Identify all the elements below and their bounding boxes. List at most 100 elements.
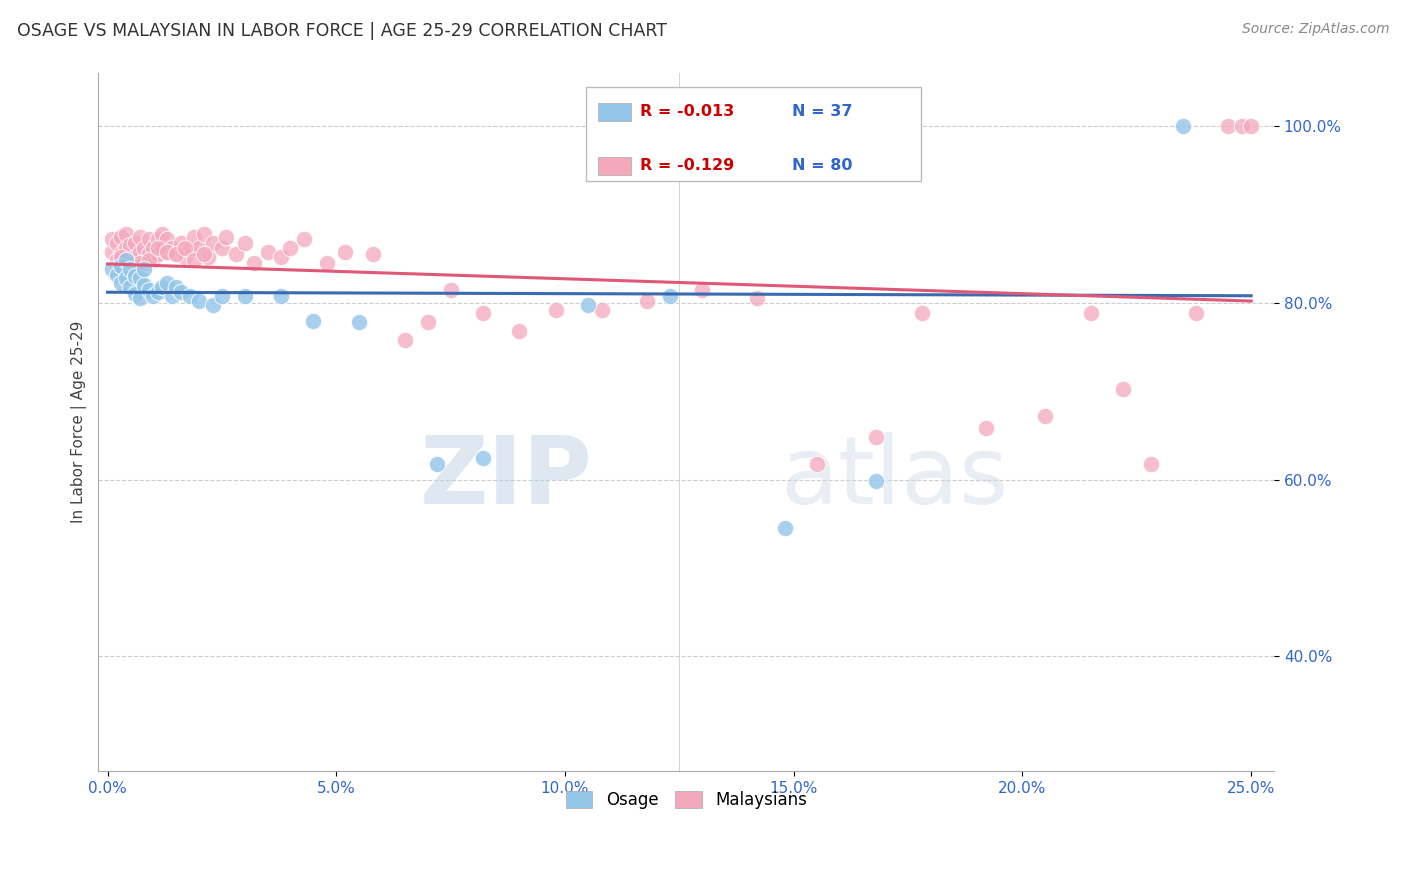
- Point: [745, 292, 768, 306]
- Point: [152, 280, 174, 294]
- Point: [156, 232, 179, 246]
- Point: [471, 450, 494, 465]
- Point: [193, 227, 215, 241]
- Point: [1080, 306, 1102, 320]
- Point: [132, 262, 155, 277]
- Point: [243, 256, 266, 270]
- Point: [174, 241, 197, 255]
- Point: [865, 475, 887, 489]
- Point: [179, 241, 201, 255]
- Point: [138, 283, 160, 297]
- Point: [170, 235, 193, 250]
- Point: [544, 302, 567, 317]
- Point: [1240, 119, 1263, 133]
- Point: [394, 333, 416, 347]
- Point: [471, 306, 494, 320]
- Point: [124, 287, 146, 301]
- Text: N = 80: N = 80: [792, 158, 852, 173]
- Legend: Osage, Malaysians: Osage, Malaysians: [560, 784, 814, 815]
- Text: Source: ZipAtlas.com: Source: ZipAtlas.com: [1241, 22, 1389, 37]
- Point: [105, 253, 128, 268]
- Point: [1112, 383, 1135, 397]
- Point: [160, 241, 183, 255]
- Point: [114, 253, 136, 268]
- Point: [1230, 119, 1253, 133]
- Point: [256, 244, 278, 259]
- Point: [132, 241, 155, 255]
- Point: [138, 232, 160, 246]
- Point: [576, 297, 599, 311]
- Point: [233, 289, 256, 303]
- Point: [120, 280, 142, 294]
- Point: [1185, 306, 1208, 320]
- Point: [636, 294, 658, 309]
- Point: [426, 457, 449, 471]
- Point: [911, 306, 934, 320]
- Point: [110, 229, 132, 244]
- Point: [110, 247, 132, 261]
- Point: [165, 247, 187, 261]
- Point: [146, 241, 169, 255]
- Point: [152, 241, 174, 255]
- Point: [152, 227, 174, 241]
- Point: [201, 297, 224, 311]
- Point: [101, 232, 124, 246]
- Point: [659, 289, 682, 303]
- Point: [316, 256, 339, 270]
- Point: [146, 285, 169, 300]
- Point: [138, 253, 160, 268]
- Point: [201, 235, 224, 250]
- Point: [156, 244, 179, 259]
- Point: [156, 244, 179, 259]
- Point: [508, 324, 530, 338]
- FancyBboxPatch shape: [598, 157, 631, 175]
- Point: [270, 289, 292, 303]
- Point: [188, 294, 211, 309]
- FancyBboxPatch shape: [586, 87, 921, 181]
- Point: [114, 227, 136, 241]
- Point: [120, 262, 142, 277]
- Point: [120, 238, 142, 252]
- Point: [120, 256, 142, 270]
- Point: [188, 241, 211, 255]
- Point: [179, 289, 201, 303]
- Point: [280, 241, 302, 255]
- Point: [160, 289, 183, 303]
- Text: N = 37: N = 37: [792, 103, 852, 119]
- Point: [865, 430, 887, 444]
- Point: [114, 241, 136, 255]
- Point: [146, 247, 169, 261]
- Point: [165, 247, 187, 261]
- Point: [690, 283, 713, 297]
- Point: [439, 283, 461, 297]
- FancyBboxPatch shape: [598, 103, 631, 121]
- Text: R = -0.013: R = -0.013: [640, 103, 734, 119]
- Point: [142, 241, 165, 255]
- Point: [1139, 457, 1161, 471]
- Point: [165, 280, 187, 294]
- Text: atlas: atlas: [780, 432, 1008, 524]
- Point: [156, 277, 179, 291]
- Point: [128, 271, 150, 285]
- Point: [110, 259, 132, 273]
- Point: [146, 232, 169, 246]
- Point: [335, 244, 357, 259]
- Point: [128, 244, 150, 259]
- Point: [101, 262, 124, 277]
- Point: [142, 253, 165, 268]
- Point: [806, 457, 828, 471]
- Point: [1218, 119, 1240, 133]
- Point: [233, 235, 256, 250]
- Point: [105, 235, 128, 250]
- Text: OSAGE VS MALAYSIAN IN LABOR FORCE | AGE 25-29 CORRELATION CHART: OSAGE VS MALAYSIAN IN LABOR FORCE | AGE …: [17, 22, 666, 40]
- Point: [114, 271, 136, 285]
- Point: [591, 302, 613, 317]
- Point: [132, 278, 155, 293]
- Point: [193, 247, 215, 261]
- Point: [124, 235, 146, 250]
- Point: [361, 247, 384, 261]
- Point: [197, 250, 219, 264]
- Point: [170, 285, 193, 300]
- Point: [416, 315, 439, 329]
- Point: [128, 229, 150, 244]
